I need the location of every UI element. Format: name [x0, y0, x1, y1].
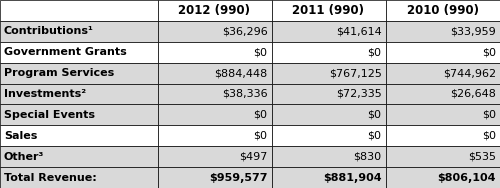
Bar: [0, 83, 158, 105]
Text: $41,614: $41,614: [336, 26, 382, 36]
Text: Total Revenue:: Total Revenue:: [4, 173, 97, 183]
Text: Investments²: Investments²: [4, 89, 86, 99]
Bar: [0, 125, 158, 146]
Text: $0: $0: [368, 110, 382, 120]
Bar: [158, 105, 272, 125]
Text: $830: $830: [354, 152, 382, 162]
Bar: [158, 42, 272, 63]
Bar: [158, 21, 272, 42]
Text: Contributions¹: Contributions¹: [4, 26, 94, 36]
Bar: [0, 63, 158, 83]
Bar: [272, 21, 386, 42]
Bar: [386, 42, 500, 63]
Bar: [386, 63, 500, 83]
Text: $535: $535: [468, 152, 496, 162]
Bar: [158, 83, 272, 105]
Text: $959,577: $959,577: [209, 173, 268, 183]
Bar: [386, 146, 500, 167]
Bar: [272, 146, 386, 167]
Bar: [158, 125, 272, 146]
Bar: [386, 167, 500, 188]
Text: Special Events: Special Events: [4, 110, 95, 120]
Text: Sales: Sales: [4, 131, 38, 141]
Text: $26,648: $26,648: [450, 89, 496, 99]
Text: Other³: Other³: [4, 152, 44, 162]
Text: $33,959: $33,959: [450, 26, 496, 36]
Text: 2012 (990): 2012 (990): [178, 4, 250, 17]
Bar: [272, 42, 386, 63]
Text: $0: $0: [482, 131, 496, 141]
Text: $0: $0: [254, 131, 268, 141]
Text: $0: $0: [368, 47, 382, 57]
Text: 2011 (990): 2011 (990): [292, 4, 364, 17]
Text: $38,336: $38,336: [222, 89, 268, 99]
Bar: [272, 105, 386, 125]
Bar: [272, 0, 386, 21]
Bar: [0, 167, 158, 188]
Bar: [386, 21, 500, 42]
Text: $36,296: $36,296: [222, 26, 268, 36]
Text: $0: $0: [482, 47, 496, 57]
Bar: [0, 146, 158, 167]
Bar: [0, 42, 158, 63]
Bar: [272, 83, 386, 105]
Bar: [0, 0, 158, 21]
Bar: [0, 21, 158, 42]
Bar: [158, 63, 272, 83]
Text: Government Grants: Government Grants: [4, 47, 127, 57]
Text: $881,904: $881,904: [323, 173, 382, 183]
Bar: [386, 0, 500, 21]
Bar: [386, 83, 500, 105]
Bar: [272, 63, 386, 83]
Text: 2010 (990): 2010 (990): [407, 4, 479, 17]
Text: $884,448: $884,448: [214, 68, 268, 78]
Text: $806,104: $806,104: [438, 173, 496, 183]
Bar: [158, 146, 272, 167]
Text: $0: $0: [482, 110, 496, 120]
Text: $767,125: $767,125: [328, 68, 382, 78]
Text: Program Services: Program Services: [4, 68, 114, 78]
Text: $0: $0: [254, 110, 268, 120]
Bar: [0, 105, 158, 125]
Bar: [386, 105, 500, 125]
Bar: [272, 125, 386, 146]
Text: $497: $497: [239, 152, 268, 162]
Text: $744,962: $744,962: [443, 68, 496, 78]
Text: $0: $0: [368, 131, 382, 141]
Text: $0: $0: [254, 47, 268, 57]
Bar: [386, 125, 500, 146]
Bar: [272, 167, 386, 188]
Text: $72,335: $72,335: [336, 89, 382, 99]
Bar: [158, 0, 272, 21]
Bar: [158, 167, 272, 188]
